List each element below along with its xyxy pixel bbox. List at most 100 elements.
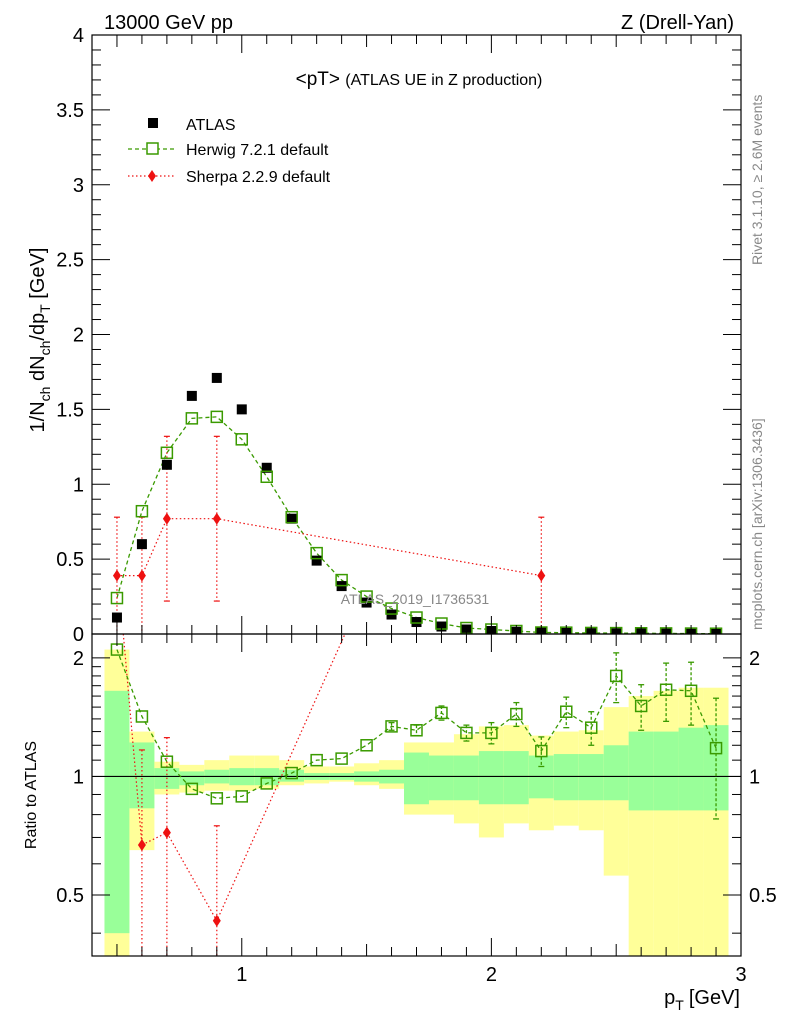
x-axis-label-unit: [GeV] <box>689 987 740 1009</box>
y-tick-label: 1 <box>73 474 84 496</box>
herwig-point <box>185 412 199 425</box>
y-axis-label-sub: ch <box>37 341 53 356</box>
herwig-ratio-line <box>116 649 717 799</box>
herwig-point <box>160 446 174 460</box>
sherpa-point <box>162 512 171 525</box>
ratio-y-axis-label: Ratio to ATLAS <box>23 741 40 849</box>
x-axis-label-base: p <box>664 987 675 1009</box>
sherpa-ratio-point <box>162 826 171 839</box>
herwig-point <box>410 611 423 624</box>
y-tick-label: 3 <box>73 175 84 197</box>
y-axis-label-part: dN <box>27 355 49 386</box>
ratio-panel-series <box>110 634 723 956</box>
ratio-y-tick-label-right: 0.5 <box>749 885 777 907</box>
header-left: 13000 GeV pp <box>104 12 233 34</box>
herwig-point <box>210 410 224 424</box>
herwig-ratio-point <box>160 755 174 768</box>
legend-atlas-label: ATLAS <box>186 117 236 134</box>
ratio-y-tick-label-left: 2 <box>73 648 84 670</box>
legend-sherpa-label: Sherpa 2.2.9 default <box>186 169 331 186</box>
y-tick-label: 2 <box>73 325 84 347</box>
band-stat <box>104 690 130 934</box>
herwig-ratio-point <box>185 782 199 796</box>
chart-title-main: <pT> <box>296 69 340 90</box>
herwig-ratio-point <box>510 707 523 721</box>
analysis-watermark: ATLAS_2019_I1736531 <box>341 591 490 607</box>
y-axis-label-part: [GeV] <box>27 248 49 305</box>
herwig-point <box>285 510 298 524</box>
band-stat <box>503 751 529 805</box>
mcplots-label: mcplots.cern.ch [arXiv:1306.3436] <box>749 418 765 630</box>
ratio-y-tick-label-left: 0.5 <box>56 885 84 907</box>
atlas-point <box>136 539 147 550</box>
band-stat <box>428 755 454 801</box>
y-axis-label-part: /dp <box>27 313 49 341</box>
x-axis-label: pT [GeV] <box>664 987 740 1013</box>
y-tick-label: 2.5 <box>56 250 84 272</box>
y-tick-label: 0 <box>73 624 84 646</box>
sherpa-point <box>112 569 121 582</box>
x-axis-label-sub: T <box>675 997 684 1013</box>
band-stat <box>279 769 305 782</box>
band-stat <box>578 754 604 801</box>
herwig-ratio-point <box>260 777 273 790</box>
herwig-point <box>260 470 273 484</box>
chart-title-sub: (ATLAS UE in Z production) <box>345 72 542 89</box>
herwig-ratio-point <box>460 726 473 740</box>
herwig-ratio-point <box>135 710 149 723</box>
herwig-point <box>385 602 398 615</box>
herwig-ratio-point <box>584 721 598 734</box>
herwig-ratio-point <box>659 683 673 697</box>
atlas-point <box>211 372 222 383</box>
rivet-label: Rivet 3.1.10, ≥ 2.6M events <box>749 95 765 265</box>
ratio-y-tick-label-right: 1 <box>749 766 760 788</box>
sherpa-point <box>537 569 546 582</box>
herwig-ratio-point <box>709 741 723 755</box>
y-tick-label: 0.5 <box>56 549 84 571</box>
chart-title: <pT> (ATLAS UE in Z production) <box>296 69 543 90</box>
herwig-point <box>110 591 124 605</box>
atlas-point <box>411 617 422 628</box>
header-right: Z (Drell-Yan) <box>621 12 734 34</box>
atlas-point <box>111 612 122 623</box>
herwig-ratio-point <box>310 753 323 767</box>
band-stat <box>404 752 429 805</box>
herwig-point <box>335 573 348 587</box>
herwig-ratio-point <box>335 752 348 765</box>
legend-sherpa-marker <box>148 170 156 182</box>
legend-atlas-marker <box>148 118 158 128</box>
herwig-point <box>310 546 323 560</box>
x-tick-label: 3 <box>735 964 746 986</box>
band-stat <box>478 751 504 805</box>
herwig-ratio-point <box>535 744 548 758</box>
sherpa-ratio-point <box>137 838 146 851</box>
herwig-point <box>360 590 373 603</box>
y-tick-label: 1.5 <box>56 399 84 421</box>
band-stat <box>453 755 479 801</box>
herwig-ratio-point <box>560 705 573 718</box>
band-total <box>653 690 679 956</box>
sherpa-point <box>212 512 221 525</box>
herwig-ratio-point <box>609 669 623 683</box>
herwig-ratio-point <box>684 684 698 698</box>
atlas-point <box>261 462 272 473</box>
herwig-ratio-point <box>210 792 224 805</box>
legend-herwig-marker <box>146 142 159 155</box>
sherpa-line <box>116 518 542 577</box>
y-tick-label: 3.5 <box>56 100 84 122</box>
band-stat <box>653 731 679 811</box>
band-stat <box>603 745 629 801</box>
x-tick-label: 1 <box>236 964 247 986</box>
sherpa-ratio-point <box>212 914 221 927</box>
herwig-ratio-point <box>235 790 249 803</box>
herwig-ratio-point <box>435 706 448 720</box>
ratio-y-tick-label-right: 2 <box>749 648 760 670</box>
uncertainty-bands <box>104 649 729 956</box>
atlas-point <box>161 459 172 470</box>
y-axis-label-sub: ch <box>37 387 53 402</box>
atlas-point <box>286 513 297 524</box>
atlas-point <box>311 555 322 566</box>
ratio-y-tick-label-left: 1 <box>73 766 84 788</box>
herwig-ratio-point <box>285 766 298 780</box>
band-stat <box>678 727 704 811</box>
